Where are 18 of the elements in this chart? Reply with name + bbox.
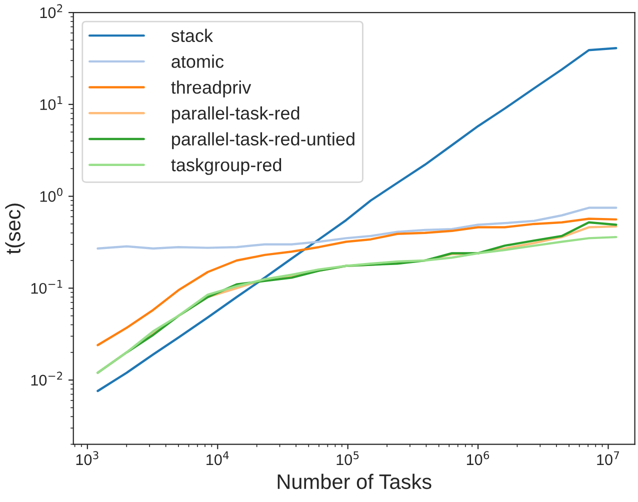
legend-label: parallel-task-red-untied — [172, 132, 354, 150]
y-tick-label: 10$^{−2}$ — [31, 372, 62, 386]
y-axis-title: t(sec) — [5, 204, 25, 254]
legend-label: threadpriv — [171, 80, 252, 98]
y-tick-label: 10$^{0}$ — [40, 188, 62, 202]
x-tick-label: 10$^{5}$ — [336, 451, 359, 466]
legend-label: parallel-task-red — [172, 106, 300, 124]
legend-label: stack — [171, 28, 214, 42]
y-tick-label: 10$^{−1}$ — [31, 280, 62, 294]
x-tick-label: 10$^{6}$ — [466, 451, 490, 466]
y-tick-label: 10$^{2}$ — [40, 4, 62, 18]
x-axis-title: Number of Tasks — [278, 474, 432, 490]
legend-label: taskgroup-red — [171, 158, 282, 175]
y-tick-label: 10$^{1}$ — [40, 96, 62, 110]
legend-label: atomic — [172, 54, 224, 68]
x-tick-label: 10$^{7}$ — [597, 451, 620, 466]
x-tick-label: 10$^{3}$ — [76, 451, 98, 466]
x-tick-label: 10$^{4}$ — [206, 451, 229, 466]
